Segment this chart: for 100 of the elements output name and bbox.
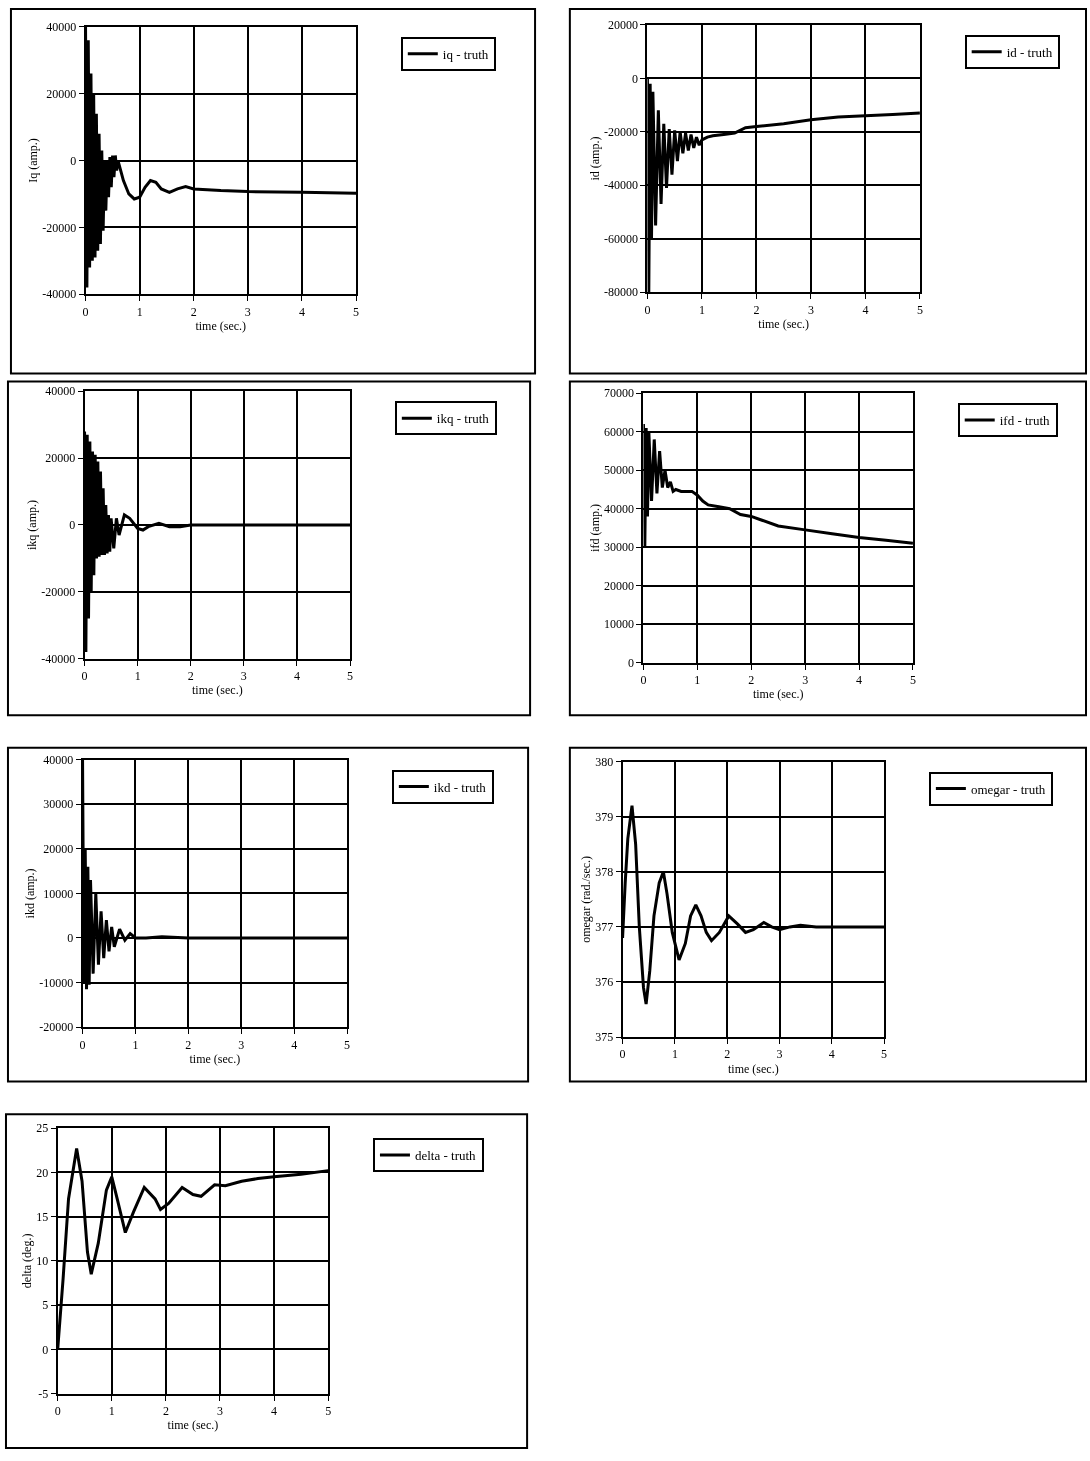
y-tick-label: 70000 (604, 386, 635, 401)
x-tick-label: 2 (753, 302, 760, 317)
x-tick-label: 5 (881, 1047, 888, 1062)
x-tick-label: 4 (828, 1047, 835, 1062)
y-tick-label: 25 (36, 1121, 49, 1136)
x-tick-label: 0 (81, 669, 88, 684)
x-tick-label: 2 (185, 1037, 192, 1052)
x-tick-label: 5 (347, 669, 354, 684)
x-axis-title: time (sec.) (191, 683, 243, 698)
y-tick-label: -20000 (604, 125, 639, 139)
y-tick-label: 20000 (608, 18, 639, 33)
y-tick-label: 380 (595, 754, 614, 769)
y-tick-label: -20000 (39, 1020, 74, 1035)
y-tick-label: -40000 (604, 178, 639, 193)
x-tick-label: 1 (108, 1403, 115, 1418)
y-tick-label: 40000 (604, 501, 635, 516)
y-tick-label: -60000 (604, 231, 639, 246)
y-tick-label: 15 (36, 1209, 49, 1224)
x-tick-label: 4 (291, 1037, 298, 1052)
x-tick-label: 1 (671, 1047, 678, 1062)
x-tick-label: 3 (240, 669, 247, 684)
y-tick-label: -20000 (42, 220, 77, 235)
y-tick-label: -80000 (604, 285, 639, 300)
x-axis-title: time (sec.) (752, 687, 804, 702)
x-tick-label: 3 (807, 302, 814, 317)
y-tick-label: 0 (632, 71, 639, 86)
x-tick-label: 1 (698, 302, 705, 317)
y-tick-label: 0 (67, 931, 74, 946)
y-tick-label: 0 (70, 153, 77, 168)
y-tick-label: 20000 (604, 578, 635, 593)
y-tick-label: 40000 (46, 20, 77, 35)
x-tick-label: 1 (134, 669, 141, 684)
x-tick-label: 2 (162, 1403, 169, 1418)
y-tick-label: -5 (38, 1386, 49, 1401)
legend-label: ikd - truth (433, 779, 487, 795)
legend-label: ikq - truth (436, 411, 490, 427)
y-tick-label: 10000 (604, 617, 635, 632)
y-tick-label: 378 (595, 865, 614, 880)
x-tick-label: 5 (916, 302, 923, 317)
y-tick-label: 375 (595, 1030, 614, 1045)
x-tick-label: 3 (217, 1403, 223, 1418)
y-axis-title: id (amp.) (587, 136, 602, 181)
y-tick-label: 376 (595, 975, 614, 990)
y-tick-label: -20000 (41, 585, 76, 600)
x-axis-title: time (sec.) (167, 1418, 219, 1433)
y-axis-title: ikd (amp.) (22, 868, 37, 919)
y-tick-label: 20000 (43, 842, 74, 857)
y-tick-label: 40000 (45, 384, 76, 399)
x-tick-label: 1 (694, 673, 701, 688)
x-axis-title: time (sec.) (728, 1061, 779, 1076)
y-tick-label: 30000 (43, 797, 74, 812)
legend-label: omegar - truth (970, 781, 1046, 797)
x-tick-label: 4 (856, 673, 863, 688)
y-tick-label: 5 (42, 1298, 49, 1313)
x-tick-label: 4 (298, 304, 305, 319)
x-axis-title: time (sec.) (758, 317, 810, 332)
x-tick-label: 2 (190, 304, 197, 319)
legend-label: id - truth (1006, 44, 1053, 60)
y-tick-label: -40000 (42, 287, 77, 302)
x-tick-label: 1 (136, 304, 143, 319)
x-tick-label: 4 (293, 669, 300, 684)
x-tick-label: 0 (644, 302, 651, 317)
x-axis-title: time (sec.) (195, 319, 247, 334)
x-tick-label: 3 (802, 673, 809, 688)
y-tick-label: 0 (42, 1342, 49, 1357)
x-tick-label: 5 (344, 1037, 351, 1052)
x-tick-label: 1 (132, 1037, 139, 1052)
y-tick-label: 0 (628, 655, 635, 670)
x-tick-label: 0 (82, 304, 89, 319)
x-tick-label: 5 (909, 673, 916, 688)
y-tick-label: 20000 (45, 451, 76, 466)
legend-label: ifd - truth (999, 413, 1051, 429)
legend-label: delta - truth (414, 1148, 477, 1164)
y-axis-title: omegar (rad./sec.) (578, 855, 593, 943)
x-tick-label: 4 (271, 1403, 278, 1418)
x-tick-label: 2 (724, 1047, 731, 1062)
x-tick-label: 2 (187, 669, 194, 684)
x-tick-label: 2 (748, 673, 755, 688)
y-tick-label: 20 (36, 1165, 49, 1180)
x-axis-title: time (sec.) (189, 1051, 241, 1066)
y-tick-label: 0 (69, 518, 76, 533)
y-tick-label: 10000 (43, 886, 74, 901)
x-tick-label: 3 (776, 1047, 783, 1062)
y-axis-title: delta (deg.) (20, 1233, 35, 1289)
y-axis-title: ifd (amp.) (587, 503, 602, 552)
y-tick-label: 379 (595, 809, 614, 824)
y-tick-label: 50000 (604, 463, 635, 478)
x-tick-label: 4 (862, 302, 869, 317)
y-tick-label: 10 (36, 1254, 49, 1269)
x-tick-label: 5 (325, 1403, 332, 1418)
y-tick-label: -10000 (39, 975, 74, 990)
y-tick-label: 20000 (46, 86, 77, 101)
legend-label: iq - truth (442, 46, 489, 62)
y-tick-label: 40000 (43, 752, 74, 767)
y-tick-label: 60000 (604, 424, 635, 439)
x-tick-label: 5 (353, 304, 360, 319)
y-axis-title: Iq (amp.) (25, 138, 40, 183)
y-tick-label: 377 (595, 920, 614, 935)
x-tick-label: 3 (244, 304, 251, 319)
y-axis-title: ikq (amp.) (24, 499, 39, 550)
